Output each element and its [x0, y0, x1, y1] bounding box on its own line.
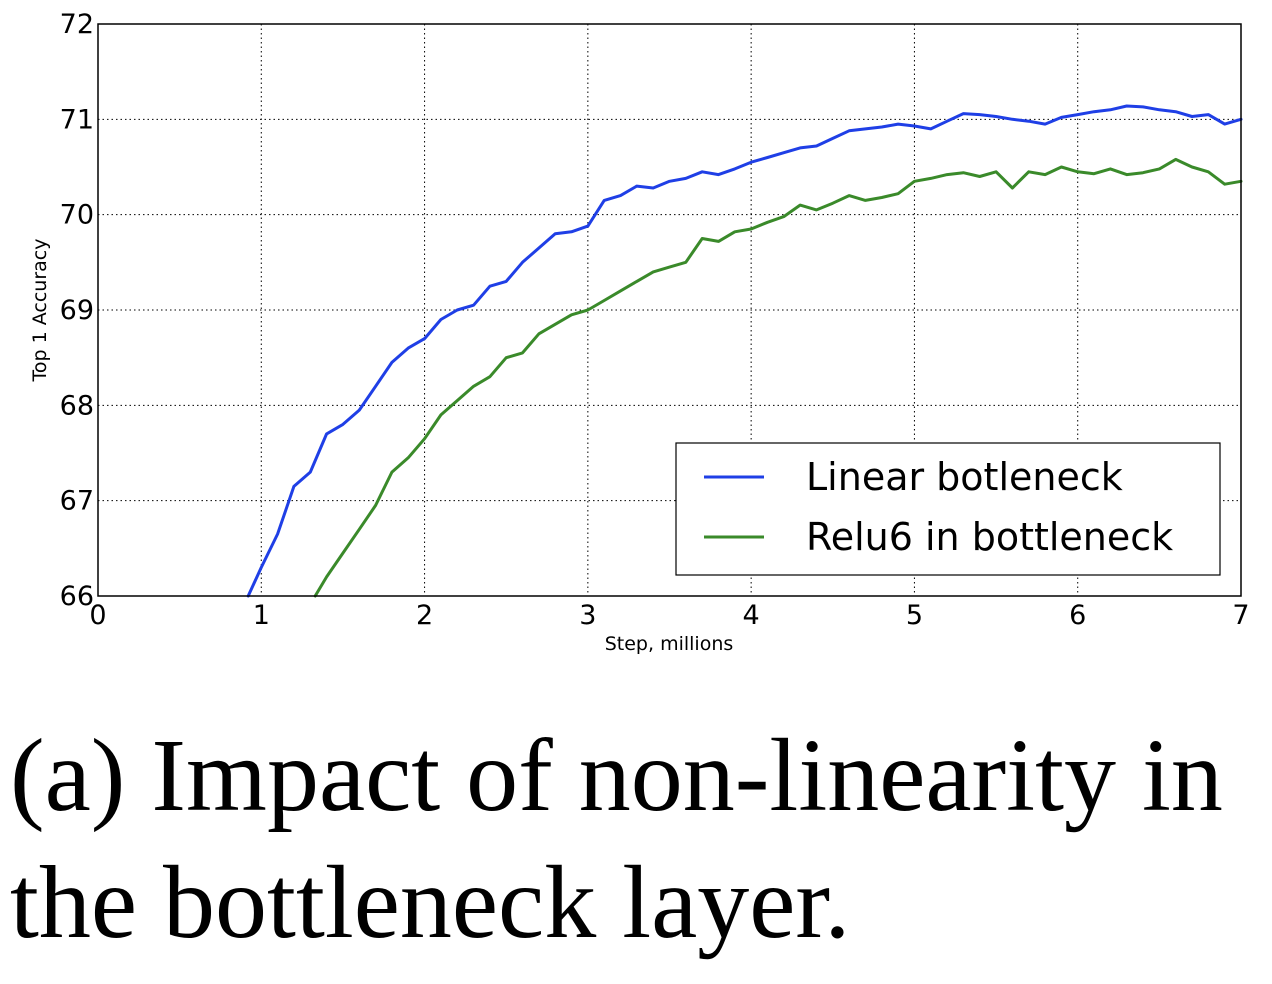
plot-frame	[97, 23, 1242, 597]
y-tick-label: 66	[60, 581, 94, 612]
y-tick-label: 67	[60, 486, 94, 517]
y-tick-label: 68	[60, 390, 94, 421]
y-tick-label: 69	[60, 295, 94, 326]
legend: Linear botleneck Relu6 in bottleneck	[675, 442, 1221, 576]
legend-label-relu6: Relu6 in bottleneck	[806, 515, 1173, 559]
y-ticks: 66 67 68 69 70 71 72	[60, 9, 94, 612]
x-axis-label: Step, millions	[605, 633, 734, 655]
y-tick-label: 70	[60, 200, 94, 231]
legend-label-linear: Linear botleneck	[806, 455, 1123, 499]
y-tick-label: 72	[60, 9, 94, 40]
series-lines	[246, 104, 1243, 598]
y-tick-label: 71	[60, 104, 94, 135]
x-tick-label: 4	[743, 600, 760, 631]
series-line-relu6-bottleneck	[313, 157, 1243, 598]
series-line-linear-bottleneck	[246, 104, 1243, 598]
x-tick-label: 7	[1232, 600, 1249, 631]
x-tick-label: 5	[906, 600, 923, 631]
x-tick-label: 2	[416, 600, 433, 631]
x-ticks: 0 1 2 3 4 5 6 7	[89, 600, 1249, 631]
y-axis-label: Top 1 Accuracy	[29, 239, 51, 383]
legend-box	[675, 442, 1221, 576]
figure-caption: (a) Impact of non-linearity in the bottl…	[10, 718, 1223, 960]
x-tick-label: 0	[89, 600, 106, 631]
x-tick-label: 3	[579, 600, 596, 631]
x-tick-label: 1	[253, 600, 270, 631]
x-tick-label: 6	[1069, 600, 1086, 631]
